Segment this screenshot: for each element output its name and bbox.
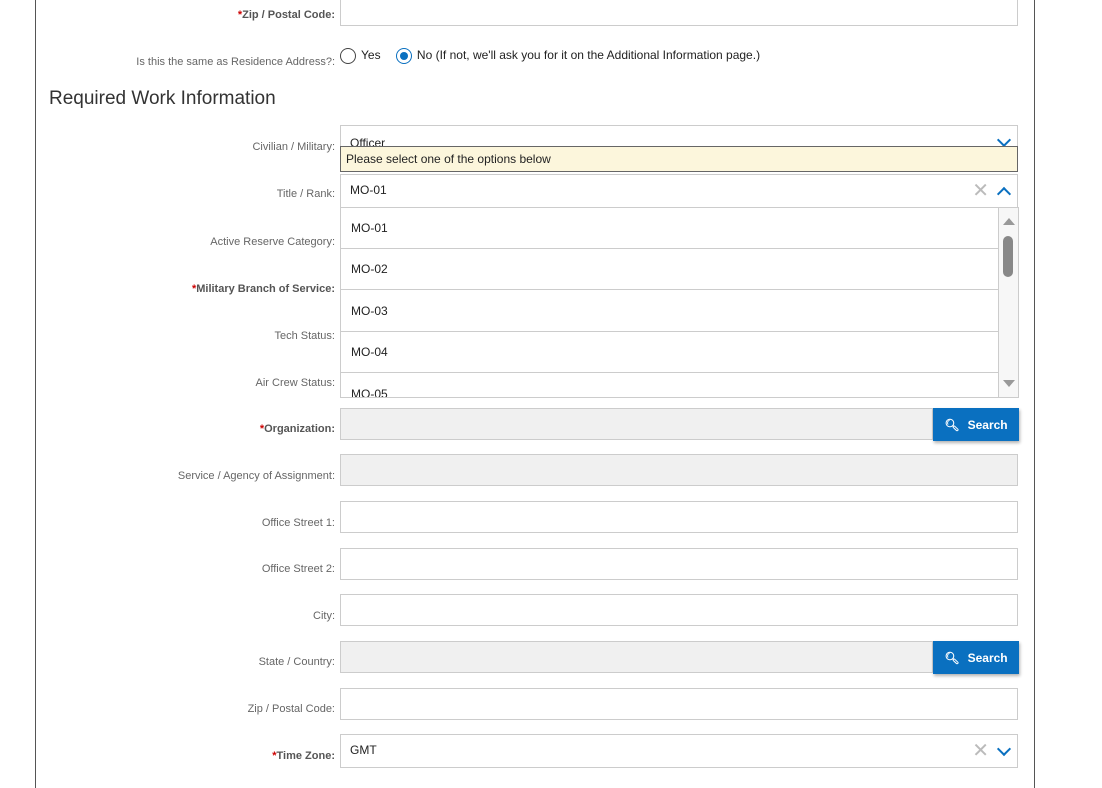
radio-selected-icon[interactable] (395, 48, 412, 64)
residence-zip-input[interactable] (340, 0, 1018, 26)
zip-input[interactable] (340, 688, 1018, 720)
time-zone-select[interactable]: GMT ✕ (340, 734, 1018, 768)
state-country-label: State / Country: (258, 656, 335, 668)
dropdown-option[interactable]: MO-01 (341, 208, 999, 249)
chevron-down-icon[interactable] (996, 132, 1012, 148)
service-agency-label: Service / Agency of Assignment: (177, 470, 335, 482)
same-address-radio-group: Yes No (If not, we'll ask you for it on … (340, 48, 760, 64)
form-container (35, 0, 1035, 788)
validation-tooltip: Please select one of the options below (340, 146, 1018, 172)
title-rank-select[interactable]: MO-01 ✕ (340, 174, 1018, 208)
scrollbar[interactable] (998, 208, 1018, 397)
dropdown-option[interactable]: MO-02 (341, 249, 999, 290)
scrollbar-thumb[interactable] (1003, 236, 1013, 277)
organization-search-button[interactable]: 🔍︎ Search (933, 408, 1019, 441)
radio-no[interactable]: No (If not, we'll ask you for it on the … (395, 48, 760, 64)
dropdown-option[interactable]: MO-05 (341, 374, 999, 397)
city-input[interactable] (340, 594, 1018, 626)
office-street2-label: Office Street 2: (261, 563, 335, 575)
air-crew-label: Air Crew Status: (255, 377, 335, 389)
dropdown-option[interactable]: MO-04 (341, 332, 999, 373)
section-title: Required Work Information (49, 88, 276, 109)
service-agency-input[interactable] (340, 454, 1018, 486)
clear-icon[interactable]: ✕ (972, 740, 989, 762)
state-country-search-button[interactable]: 🔍︎ Search (933, 641, 1019, 674)
office-street1-input[interactable] (340, 501, 1018, 533)
city-label: City: (313, 610, 335, 622)
clear-icon[interactable]: ✕ (972, 180, 989, 202)
chevron-down-icon[interactable] (996, 741, 1012, 757)
search-icon: 🔍︎ (944, 650, 960, 665)
office-street2-input[interactable] (340, 548, 1018, 580)
title-rank-label: Title / Rank: (276, 188, 335, 200)
tech-status-label: Tech Status: (274, 330, 335, 342)
radio-icon[interactable] (340, 48, 356, 64)
active-reserve-label: Active Reserve Category: (210, 236, 335, 248)
military-branch-label: *Military Branch of Service: (191, 283, 335, 295)
organization-label: *Organization: (259, 423, 335, 435)
chevron-up-icon[interactable] (996, 186, 1012, 202)
search-icon: 🔍︎ (944, 417, 960, 432)
radio-yes[interactable]: Yes (340, 48, 381, 64)
scroll-up-icon[interactable] (1003, 218, 1015, 225)
civilian-military-label: Civilian / Military: (252, 141, 335, 153)
residence-zip-label: *Zip / Postal Code: (237, 9, 335, 21)
dropdown-option[interactable]: MO-03 (341, 291, 999, 332)
same-address-label: Is this the same as Residence Address?: (136, 56, 335, 68)
state-country-input[interactable] (340, 641, 933, 673)
office-street1-label: Office Street 1: (261, 517, 335, 529)
organization-input[interactable] (340, 408, 933, 440)
time-zone-label: *Time Zone: (272, 750, 335, 762)
title-rank-dropdown: MO-01 MO-02 MO-03 MO-04 MO-05 (340, 207, 1019, 398)
scroll-down-icon[interactable] (1003, 380, 1015, 387)
zip-label: Zip / Postal Code: (247, 703, 335, 715)
